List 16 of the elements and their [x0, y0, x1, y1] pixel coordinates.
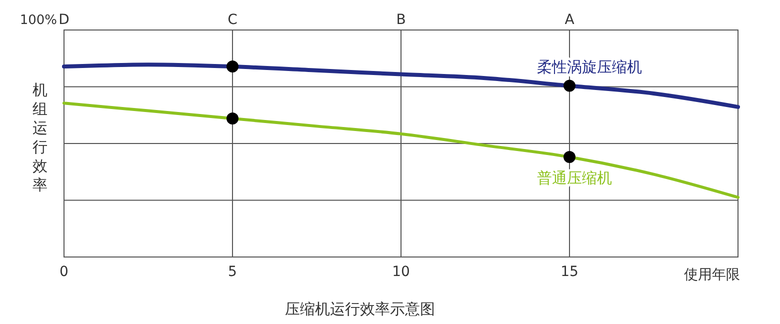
- x-tick-label: 15: [560, 264, 578, 280]
- text: C: [228, 12, 238, 28]
- text: 压缩机运行效率示意图: [285, 300, 435, 318]
- point: [226, 112, 238, 124]
- x-tick-label: 10: [392, 264, 410, 280]
- text: A: [564, 12, 575, 28]
- text: 100%: [20, 13, 57, 28]
- y-axis-title: 机组运行效率: [32, 81, 48, 194]
- point: [564, 80, 576, 92]
- point: [226, 60, 238, 73]
- point: [564, 150, 576, 163]
- x-axis-title: 使用年限: [684, 267, 740, 283]
- text: B: [396, 12, 406, 28]
- x-tick-label: 0: [60, 264, 68, 280]
- text: D: [58, 12, 70, 28]
- x-tick-label: 5: [228, 264, 237, 280]
